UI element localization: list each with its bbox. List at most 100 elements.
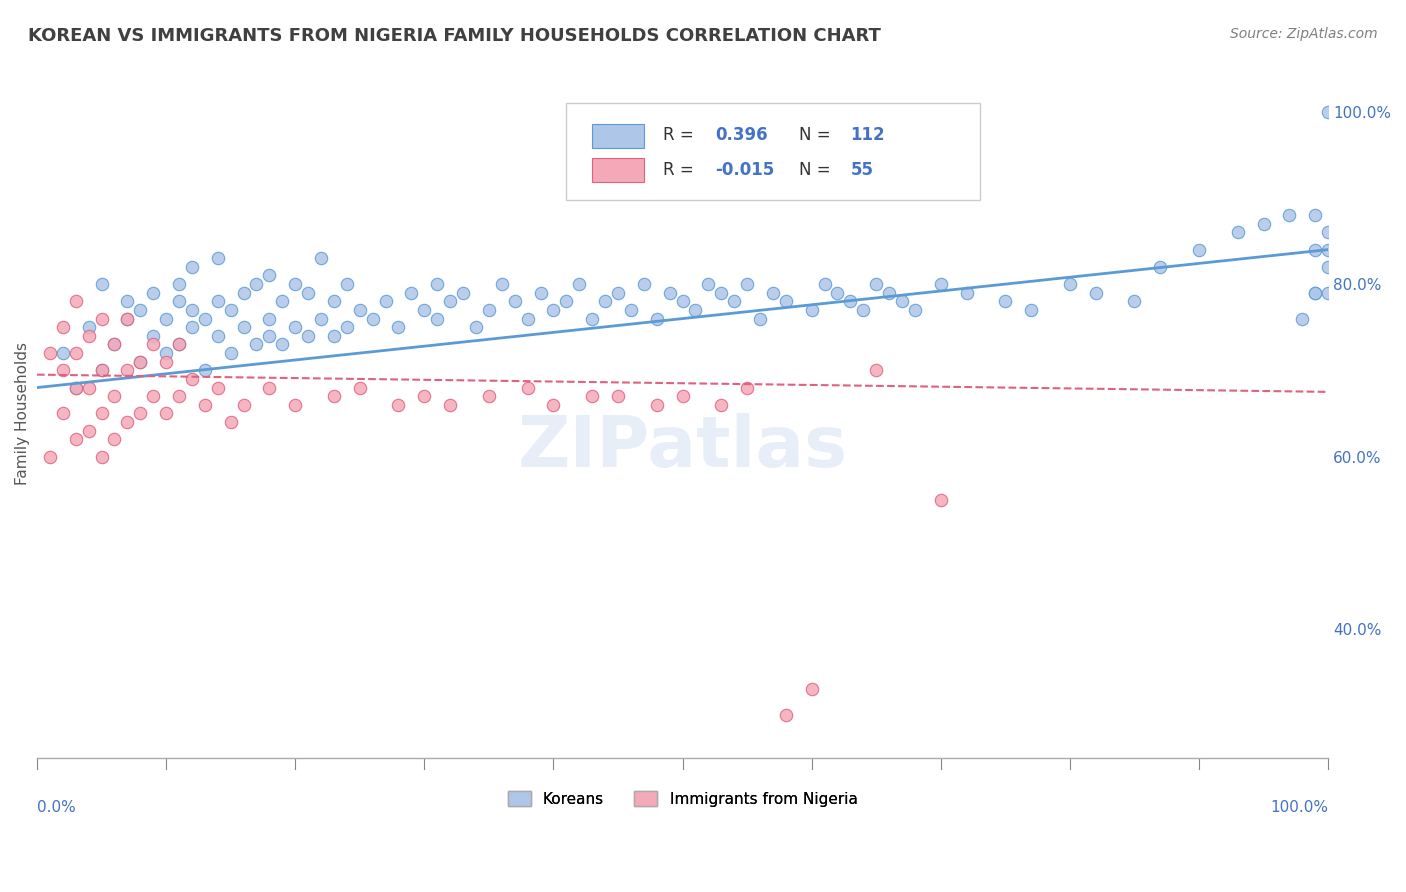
- Point: [800, 302, 823, 317]
- Point: [891, 294, 914, 309]
- Point: [568, 277, 591, 291]
- Point: [194, 311, 217, 326]
- Point: [129, 354, 152, 368]
- Point: [167, 337, 190, 351]
- Point: [129, 354, 152, 368]
- Point: [77, 424, 100, 438]
- Point: [219, 346, 242, 360]
- Point: [865, 363, 887, 377]
- Point: [259, 311, 281, 326]
- Point: [723, 294, 745, 309]
- Point: [349, 302, 371, 317]
- Point: [387, 398, 409, 412]
- Point: [77, 380, 100, 394]
- Point: [103, 432, 125, 446]
- Point: [38, 450, 60, 464]
- Point: [735, 380, 758, 394]
- Point: [180, 302, 202, 317]
- Point: [581, 311, 603, 326]
- Point: [207, 328, 229, 343]
- Point: [245, 277, 267, 291]
- Point: [387, 320, 409, 334]
- Point: [1188, 243, 1211, 257]
- Text: -0.015: -0.015: [714, 161, 775, 179]
- Point: [52, 406, 75, 420]
- Point: [90, 450, 112, 464]
- Point: [478, 389, 501, 403]
- Point: [1303, 285, 1326, 300]
- Point: [271, 294, 294, 309]
- Point: [516, 311, 538, 326]
- Point: [259, 268, 281, 283]
- Point: [232, 320, 254, 334]
- Point: [297, 328, 319, 343]
- Point: [1226, 225, 1249, 239]
- Text: 100.0%: 100.0%: [1270, 800, 1329, 814]
- Point: [322, 294, 344, 309]
- Point: [155, 406, 177, 420]
- Point: [194, 398, 217, 412]
- Point: [671, 294, 693, 309]
- Point: [322, 328, 344, 343]
- Point: [929, 277, 952, 291]
- Point: [645, 311, 668, 326]
- Point: [1253, 217, 1275, 231]
- Text: ZIPatlas: ZIPatlas: [517, 413, 848, 483]
- Point: [671, 389, 693, 403]
- Point: [167, 294, 190, 309]
- Point: [117, 294, 139, 309]
- FancyBboxPatch shape: [567, 103, 980, 200]
- Point: [52, 320, 75, 334]
- Point: [117, 363, 139, 377]
- Point: [117, 415, 139, 429]
- Point: [361, 311, 384, 326]
- Text: R =: R =: [664, 161, 695, 179]
- Point: [529, 285, 551, 300]
- Point: [877, 285, 900, 300]
- Point: [117, 311, 139, 326]
- Point: [142, 337, 165, 351]
- Point: [155, 346, 177, 360]
- Point: [1149, 260, 1171, 274]
- Point: [645, 398, 668, 412]
- Point: [180, 372, 202, 386]
- Point: [426, 277, 449, 291]
- Point: [555, 294, 578, 309]
- Point: [129, 406, 152, 420]
- Point: [309, 251, 332, 265]
- Point: [762, 285, 785, 300]
- Point: [103, 337, 125, 351]
- Point: [929, 492, 952, 507]
- Point: [607, 285, 630, 300]
- Point: [284, 277, 307, 291]
- Point: [1291, 311, 1313, 326]
- Point: [593, 294, 616, 309]
- Point: [451, 285, 474, 300]
- Point: [259, 328, 281, 343]
- Point: [65, 432, 87, 446]
- Point: [1317, 104, 1340, 119]
- Text: 112: 112: [851, 127, 884, 145]
- Point: [90, 277, 112, 291]
- Point: [77, 328, 100, 343]
- Point: [167, 277, 190, 291]
- Point: [245, 337, 267, 351]
- Point: [155, 311, 177, 326]
- Point: [478, 302, 501, 317]
- Point: [426, 311, 449, 326]
- Point: [90, 311, 112, 326]
- Point: [336, 277, 359, 291]
- Y-axis label: Family Households: Family Households: [15, 342, 30, 485]
- Legend: Koreans, Immigrants from Nigeria: Koreans, Immigrants from Nigeria: [502, 785, 863, 813]
- Point: [1317, 243, 1340, 257]
- Point: [413, 302, 436, 317]
- Text: N =: N =: [799, 161, 831, 179]
- FancyBboxPatch shape: [592, 124, 644, 148]
- Point: [207, 380, 229, 394]
- Point: [65, 380, 87, 394]
- Point: [1303, 243, 1326, 257]
- Point: [65, 346, 87, 360]
- Point: [271, 337, 294, 351]
- Text: N =: N =: [799, 127, 831, 145]
- Point: [439, 398, 461, 412]
